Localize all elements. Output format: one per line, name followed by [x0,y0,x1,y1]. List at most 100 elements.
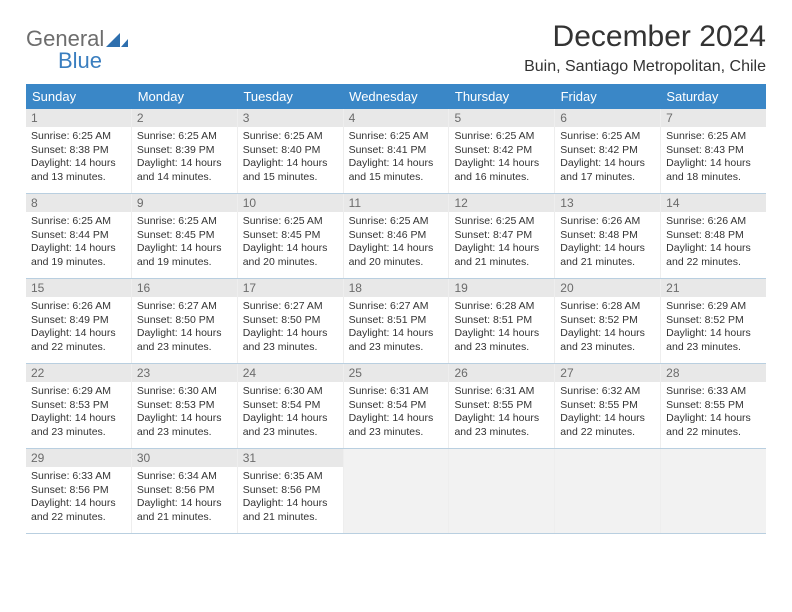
day-cell: 17Sunrise: 6:27 AMSunset: 8:50 PMDayligh… [238,279,344,363]
day-number: 26 [449,364,554,382]
day-number: 6 [555,109,660,127]
daylight-1-label: Daylight: 14 hours [31,242,126,256]
day-number: 29 [26,449,131,467]
daylight-2-label: and 23 minutes. [349,341,444,355]
day-body: Sunrise: 6:25 AMSunset: 8:39 PMDaylight:… [137,130,232,185]
daylight-1-label: Daylight: 14 hours [31,327,126,341]
day-cell: 2Sunrise: 6:25 AMSunset: 8:39 PMDaylight… [132,109,238,193]
daylight-1-label: Daylight: 14 hours [666,327,761,341]
sunrise-label: Sunrise: 6:35 AM [243,470,338,484]
daylight-1-label: Daylight: 14 hours [349,242,444,256]
day-body: Sunrise: 6:30 AMSunset: 8:53 PMDaylight:… [137,385,232,440]
day-body: Sunrise: 6:33 AMSunset: 8:55 PMDaylight:… [666,385,761,440]
day-cell: 19Sunrise: 6:28 AMSunset: 8:51 PMDayligh… [449,279,555,363]
daylight-2-label: and 16 minutes. [454,171,549,185]
day-number: 12 [449,194,554,212]
day-number: 19 [449,279,554,297]
daylight-1-label: Daylight: 14 hours [137,412,232,426]
logo-text-general: General [26,26,104,51]
daylight-2-label: and 22 minutes. [666,426,761,440]
day-number: 20 [555,279,660,297]
sunrise-label: Sunrise: 6:31 AM [349,385,444,399]
daylight-2-label: and 21 minutes. [137,511,232,525]
day-number: 16 [132,279,237,297]
sunset-label: Sunset: 8:50 PM [137,314,232,328]
daylight-1-label: Daylight: 14 hours [560,242,655,256]
daylight-1-label: Daylight: 14 hours [454,242,549,256]
sunrise-label: Sunrise: 6:27 AM [243,300,338,314]
day-cell: 20 Sunrise: 6:28 AMSunset: 8:52 PMDayligh… [555,279,661,363]
sunset-label: Sunset: 8:56 PM [137,484,232,498]
logo-text-blue: Blue [58,50,128,72]
dow-wednesday: Wednesday [343,84,449,109]
day-cell: 18Sunrise: 6:27 AMSunset: 8:51 PMDayligh… [344,279,450,363]
daylight-1-label: Daylight: 14 hours [454,157,549,171]
sunrise-label: Sunrise: 6:26 AM [666,215,761,229]
daylight-2-label: and 13 minutes. [31,171,126,185]
daylight-2-label: and 20 minutes. [243,256,338,270]
logo-text-block: General Blue [26,28,128,72]
daylight-2-label: and 23 minutes. [666,341,761,355]
sunset-label: Sunset: 8:52 PM [560,314,655,328]
day-number: 17 [238,279,343,297]
calendar-page: General Blue December 2024 Buin, Santiag… [0,0,792,554]
day-number: 23 [132,364,237,382]
sunrise-label: Sunrise: 6:29 AM [666,300,761,314]
daylight-2-label: and 23 minutes. [137,341,232,355]
daylight-2-label: and 14 minutes. [137,171,232,185]
sunrise-label: Sunrise: 6:28 AM [454,300,549,314]
sunrise-label: Sunrise: 6:29 AM [31,385,126,399]
daylight-1-label: Daylight: 14 hours [31,497,126,511]
day-cell: 26Sunrise: 6:31 AMSunset: 8:55 PMDayligh… [449,364,555,448]
sunrise-label: Sunrise: 6:25 AM [137,215,232,229]
sunset-label: Sunset: 8:44 PM [31,229,126,243]
daylight-2-label: and 22 minutes. [560,426,655,440]
day-cell: 12 Sunrise: 6:25 AMSunset: 8:47 PMDayligh… [449,194,555,278]
daylight-2-label: and 23 minutes. [243,341,338,355]
day-number: 10 [238,194,343,212]
sunset-label: Sunset: 8:43 PM [666,144,761,158]
sunset-label: Sunset: 8:54 PM [243,399,338,413]
sunset-label: Sunset: 8:39 PM [137,144,232,158]
day-body: Sunrise: 6:25 AMSunset: 8:47 PMDaylight:… [454,215,549,270]
sunset-label: Sunset: 8:54 PM [349,399,444,413]
day-body: Sunrise: 6:26 AMSunset: 8:49 PMDaylight:… [31,300,126,355]
daylight-1-label: Daylight: 14 hours [243,327,338,341]
sunrise-label: Sunrise: 6:25 AM [137,130,232,144]
day-body: Sunrise: 6:33 AMSunset: 8:56 PMDaylight:… [31,470,126,525]
day-number: 28 [661,364,766,382]
dow-header-row: Sunday Monday Tuesday Wednesday Thursday… [26,84,766,109]
sunrise-label: Sunrise: 6:25 AM [666,130,761,144]
daylight-1-label: Daylight: 14 hours [137,327,232,341]
daylight-2-label: and 23 minutes. [560,341,655,355]
daylight-2-label: and 20 minutes. [349,256,444,270]
daylight-1-label: Daylight: 14 hours [243,412,338,426]
daylight-1-label: Daylight: 14 hours [560,327,655,341]
sunrise-label: Sunrise: 6:25 AM [560,130,655,144]
daylight-1-label: Daylight: 14 hours [560,157,655,171]
day-cell: 27Sunrise: 6:32 AMSunset: 8:55 PMDayligh… [555,364,661,448]
daylight-1-label: Daylight: 14 hours [454,327,549,341]
day-cell: 1Sunrise: 6:25 AMSunset: 8:38 PMDaylight… [26,109,132,193]
sunset-label: Sunset: 8:55 PM [666,399,761,413]
day-number: 25 [344,364,449,382]
day-cell: 16 Sunrise: 6:27 AMSunset: 8:50 PMDayligh… [132,279,238,363]
sunrise-label: Sunrise: 6:27 AM [137,300,232,314]
dow-monday: Monday [132,84,238,109]
day-body: Sunrise: 6:34 AMSunset: 8:56 PMDaylight:… [137,470,232,525]
daylight-2-label: and 22 minutes. [31,511,126,525]
day-number: 21 [661,279,766,297]
daylight-2-label: and 15 minutes. [243,171,338,185]
sunset-label: Sunset: 8:42 PM [560,144,655,158]
dow-sunday: Sunday [26,84,132,109]
day-number: 1 [26,109,131,127]
day-number: 8 [26,194,131,212]
daylight-1-label: Daylight: 14 hours [31,157,126,171]
sunrise-label: Sunrise: 6:25 AM [454,130,549,144]
sunrise-label: Sunrise: 6:25 AM [349,130,444,144]
day-body: Sunrise: 6:25 AMSunset: 8:42 PMDaylight:… [454,130,549,185]
day-number: 18 [344,279,449,297]
sunrise-label: Sunrise: 6:32 AM [560,385,655,399]
dow-thursday: Thursday [449,84,555,109]
sunrise-label: Sunrise: 6:28 AM [560,300,655,314]
